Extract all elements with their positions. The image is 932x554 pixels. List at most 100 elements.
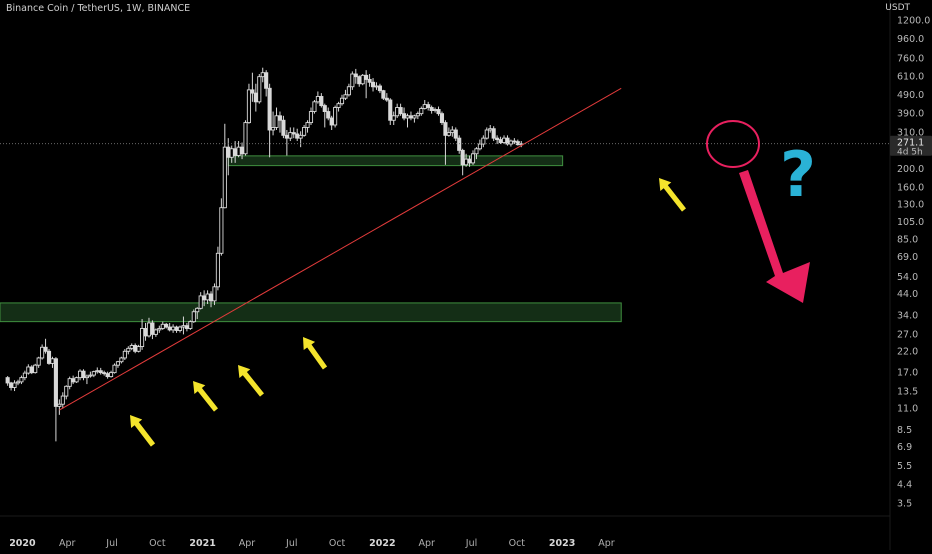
candle-body	[112, 364, 117, 374]
candle-body	[71, 378, 76, 383]
candle-body	[429, 107, 434, 111]
candle	[115, 360, 121, 368]
candle-body	[305, 122, 310, 128]
candle-body	[50, 358, 55, 364]
candle	[257, 74, 262, 104]
price-tick-label: 200.0	[897, 164, 924, 175]
candle	[40, 344, 45, 360]
time-tick-label: Apr	[418, 538, 435, 549]
candle-body	[126, 347, 131, 352]
candle-body	[215, 252, 220, 288]
candle	[33, 363, 38, 374]
candle	[364, 70, 369, 99]
candle-body	[488, 128, 493, 131]
candle-body	[512, 140, 517, 143]
candle-body	[295, 133, 300, 139]
candle-body	[408, 115, 414, 119]
candle	[346, 83, 351, 97]
candle	[350, 71, 355, 90]
candle-body	[167, 326, 172, 331]
price-axis[interactable]: 1200.0 960.0 760.0 610.0 490.0 390.0 310.0 200.…	[897, 16, 930, 510]
candle-body	[384, 97, 389, 101]
candle-body	[229, 148, 234, 158]
price-tick-label: 3.5	[897, 498, 912, 509]
candle	[122, 349, 127, 361]
candles	[5, 67, 524, 442]
price-tick-label: 1200.0	[897, 16, 930, 27]
candle-body	[267, 87, 272, 131]
trendline	[59, 87, 622, 411]
price-unit: USDT	[885, 3, 910, 13]
candle-body	[133, 345, 138, 352]
candle-body	[22, 372, 27, 379]
candle	[60, 392, 65, 409]
candle-body	[367, 78, 372, 83]
support-zone	[0, 302, 622, 323]
candle	[388, 98, 393, 125]
candle	[305, 120, 310, 133]
candle	[291, 127, 296, 139]
candle	[322, 103, 327, 128]
candle	[57, 399, 62, 415]
candle-body	[84, 375, 89, 379]
candle	[64, 385, 69, 400]
candle	[150, 320, 155, 340]
candle	[415, 111, 420, 120]
candle-body	[64, 385, 69, 397]
candle-body	[412, 115, 417, 119]
candle	[484, 127, 489, 140]
candle-body	[464, 158, 469, 166]
candle	[264, 70, 269, 97]
candle-body	[46, 350, 52, 364]
candle-body	[426, 104, 431, 108]
candle-body	[67, 378, 72, 387]
candle	[319, 93, 324, 108]
candle	[67, 376, 72, 390]
candle-body	[143, 328, 148, 337]
candle-body	[333, 107, 338, 126]
pink-circle	[706, 120, 760, 168]
candle-body	[195, 307, 200, 313]
candle-body	[436, 109, 441, 115]
candle-body	[339, 97, 345, 105]
countdown: 4d 5h	[897, 148, 923, 158]
candle-body	[9, 382, 14, 388]
price-tick-label: 130.0	[897, 199, 924, 210]
candle	[53, 357, 58, 442]
candle-body	[239, 146, 245, 155]
candle	[326, 107, 331, 121]
candle	[384, 93, 389, 102]
time-tick-label: Apr	[598, 538, 615, 549]
candle	[15, 379, 21, 386]
candle	[457, 135, 462, 154]
candle-body	[43, 346, 48, 352]
candle	[367, 74, 372, 87]
price-tick-label: 610.0	[897, 72, 924, 83]
candle	[288, 127, 293, 142]
candle	[243, 120, 248, 156]
time-tick-label: Jul	[105, 538, 117, 549]
candle	[188, 320, 193, 330]
candle	[453, 127, 458, 142]
time-tick-label: Oct	[509, 538, 526, 549]
candle	[443, 120, 448, 165]
candle-body	[33, 364, 38, 374]
time-axis[interactable]: 2020 Apr Jul Oct 2021 Apr Jul Oct 2022 Apr Jul Oct 2…	[9, 538, 615, 549]
candle	[136, 344, 141, 353]
candle-body	[374, 85, 379, 88]
candle-body	[377, 85, 382, 92]
candle	[36, 356, 41, 368]
candle	[439, 111, 445, 125]
candle	[140, 319, 145, 350]
candle	[343, 89, 348, 101]
candle-body	[446, 132, 451, 136]
candle	[191, 309, 196, 323]
candle-body	[246, 89, 251, 124]
candle-body	[53, 358, 58, 407]
price-tick-label: 85.0	[897, 235, 918, 246]
candle-body	[422, 104, 427, 109]
last-price-label: 271.1 4d 5h	[890, 135, 932, 158]
price-tick-label: 960.0	[897, 34, 924, 45]
